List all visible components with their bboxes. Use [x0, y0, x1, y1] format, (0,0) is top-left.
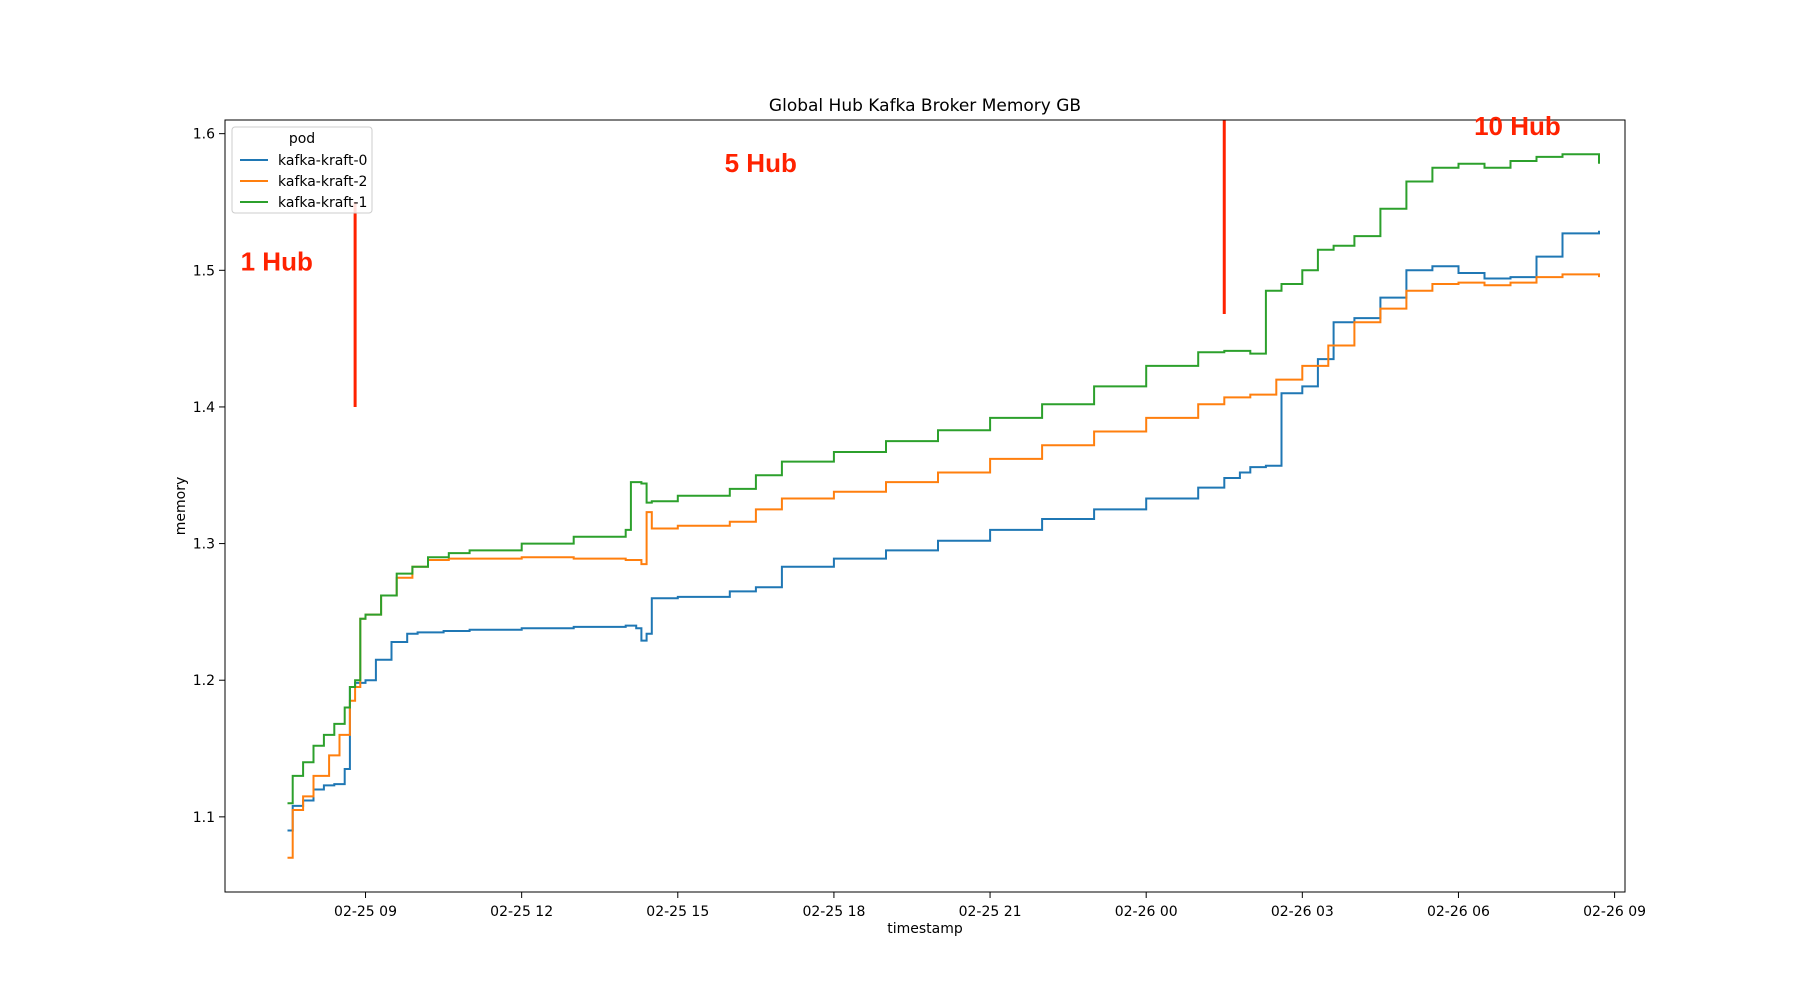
y-tick-label: 1.6 — [193, 127, 215, 143]
annotation-10-hub: 10 Hub — [1474, 111, 1561, 141]
series-line-kafka-kraft-1 — [287, 153, 1600, 805]
annotation-1-hub: 1 Hub — [241, 246, 313, 276]
y-axis-label: memory — [173, 477, 189, 536]
x-tick-label: 02-25 12 — [490, 904, 553, 920]
x-tick-label: 02-26 09 — [1583, 904, 1646, 920]
legend: pod kafka-kraft-0 kafka-kraft-2 kafka-kraf… — [231, 126, 373, 214]
x-tick-label: 02-26 00 — [1115, 904, 1178, 920]
chart-title: Global Hub Kafka Broker Memory GB — [769, 96, 1081, 116]
hub-markers — [353, 120, 1226, 407]
y-tick-label: 1.1 — [193, 810, 215, 826]
x-tick-label: 02-25 18 — [802, 904, 865, 920]
legend-label-kafka-kraft-1: kafka-kraft-1 — [278, 195, 367, 211]
x-tick-label: 02-25 15 — [646, 904, 709, 920]
x-tick-label: 02-25 21 — [959, 904, 1022, 920]
series-lines — [287, 153, 1600, 859]
x-tick-label: 02-26 03 — [1271, 904, 1334, 920]
hub-annotations: 1 Hub 5 Hub 10 Hub — [241, 111, 1561, 276]
y-tick-label: 1.3 — [193, 537, 215, 553]
legend-title: pod — [289, 131, 315, 147]
annotation-5-hub: 5 Hub — [725, 148, 797, 178]
x-tick-label: 02-26 06 — [1427, 904, 1490, 920]
legend-box — [231, 126, 373, 214]
series-line-kafka-kraft-0 — [287, 230, 1600, 832]
y-axis: 1.1 1.2 1.3 1.4 1.5 1.6 — [193, 127, 225, 826]
legend-label-kafka-kraft-2: kafka-kraft-2 — [278, 174, 367, 190]
x-axis-label: timestamp — [887, 921, 963, 937]
x-tick-label: 02-25 09 — [334, 904, 397, 920]
y-tick-label: 1.4 — [193, 400, 215, 416]
legend-label-kafka-kraft-0: kafka-kraft-0 — [278, 153, 367, 169]
plot-frame — [224, 119, 1626, 893]
x-axis: 02-25 09 02-25 12 02-25 15 02-25 18 02-25 21… — [334, 892, 1646, 920]
y-tick-label: 1.5 — [193, 263, 215, 279]
y-tick-label: 1.2 — [193, 673, 215, 689]
